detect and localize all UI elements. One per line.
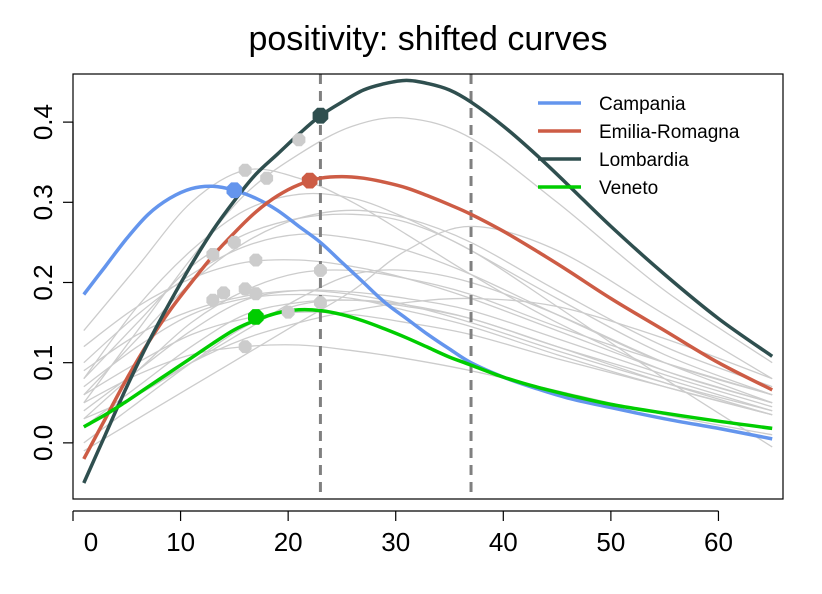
background-curve — [83, 116, 773, 404]
series-line — [82, 78, 774, 484]
background-curve — [83, 299, 773, 428]
y-axis: 0.0 0.1 0.2 0.3 0.4 — [28, 104, 74, 461]
background-curve — [83, 289, 773, 412]
legend-label: Emilia-Romagna — [599, 122, 740, 143]
legend-label: Veneto — [599, 178, 658, 199]
series-markers — [226, 107, 329, 325]
background-curve — [83, 192, 773, 396]
y-tick-label: 0.0 — [28, 425, 58, 461]
background-marker — [249, 287, 263, 301]
x-tick-label: 10 — [166, 527, 195, 557]
x-tick-label: 30 — [381, 527, 410, 557]
chart-title: positivity: shifted curves — [248, 20, 607, 58]
x-axis: 0 10 20 30 40 50 60 — [72, 510, 733, 557]
series-line — [82, 174, 773, 460]
background-marker — [227, 235, 241, 249]
background-curve — [83, 311, 773, 416]
legend-label: Lombardia — [599, 150, 689, 171]
legend-label: Campania — [599, 94, 686, 115]
series-marker — [226, 182, 243, 199]
x-tick-label: 20 — [274, 527, 303, 557]
background-curve — [83, 168, 773, 404]
x-tick-label: 50 — [596, 527, 625, 557]
background-curve — [83, 269, 773, 420]
background-markers — [206, 133, 327, 354]
y-tick-label: 0.3 — [28, 184, 58, 220]
background-curve — [83, 233, 773, 396]
series-marker — [301, 172, 318, 189]
legend: Campania Emilia-Romagna Lombardia Veneto — [538, 94, 740, 199]
background-marker — [281, 305, 295, 319]
series-line — [82, 307, 773, 431]
y-tick-label: 0.2 — [28, 264, 58, 300]
background-marker — [206, 248, 220, 261]
background-curve — [83, 269, 773, 420]
background-marker — [238, 340, 252, 354]
background-marker — [249, 253, 263, 267]
background-curve — [83, 299, 773, 444]
y-tick-label: 0.1 — [28, 345, 58, 381]
background-marker — [217, 286, 231, 300]
background-marker — [206, 293, 220, 307]
series-line — [82, 184, 773, 441]
background-marker — [292, 133, 306, 147]
background-marker — [238, 163, 252, 177]
background-marker — [314, 296, 327, 309]
background-curve — [83, 209, 773, 396]
background-marker — [238, 282, 252, 296]
x-tick-label: 0 — [84, 527, 98, 557]
reference-lines — [318, 74, 473, 499]
background-marker — [260, 171, 274, 185]
x-tick-label: 40 — [489, 527, 518, 557]
series-marker — [248, 309, 264, 325]
series-lines — [82, 78, 774, 484]
background-curve — [83, 213, 773, 448]
series-marker — [312, 107, 329, 124]
background-marker — [314, 264, 327, 277]
y-tick-label: 0.4 — [28, 104, 58, 140]
background-curve — [83, 225, 773, 452]
x-tick-label: 60 — [704, 527, 733, 557]
